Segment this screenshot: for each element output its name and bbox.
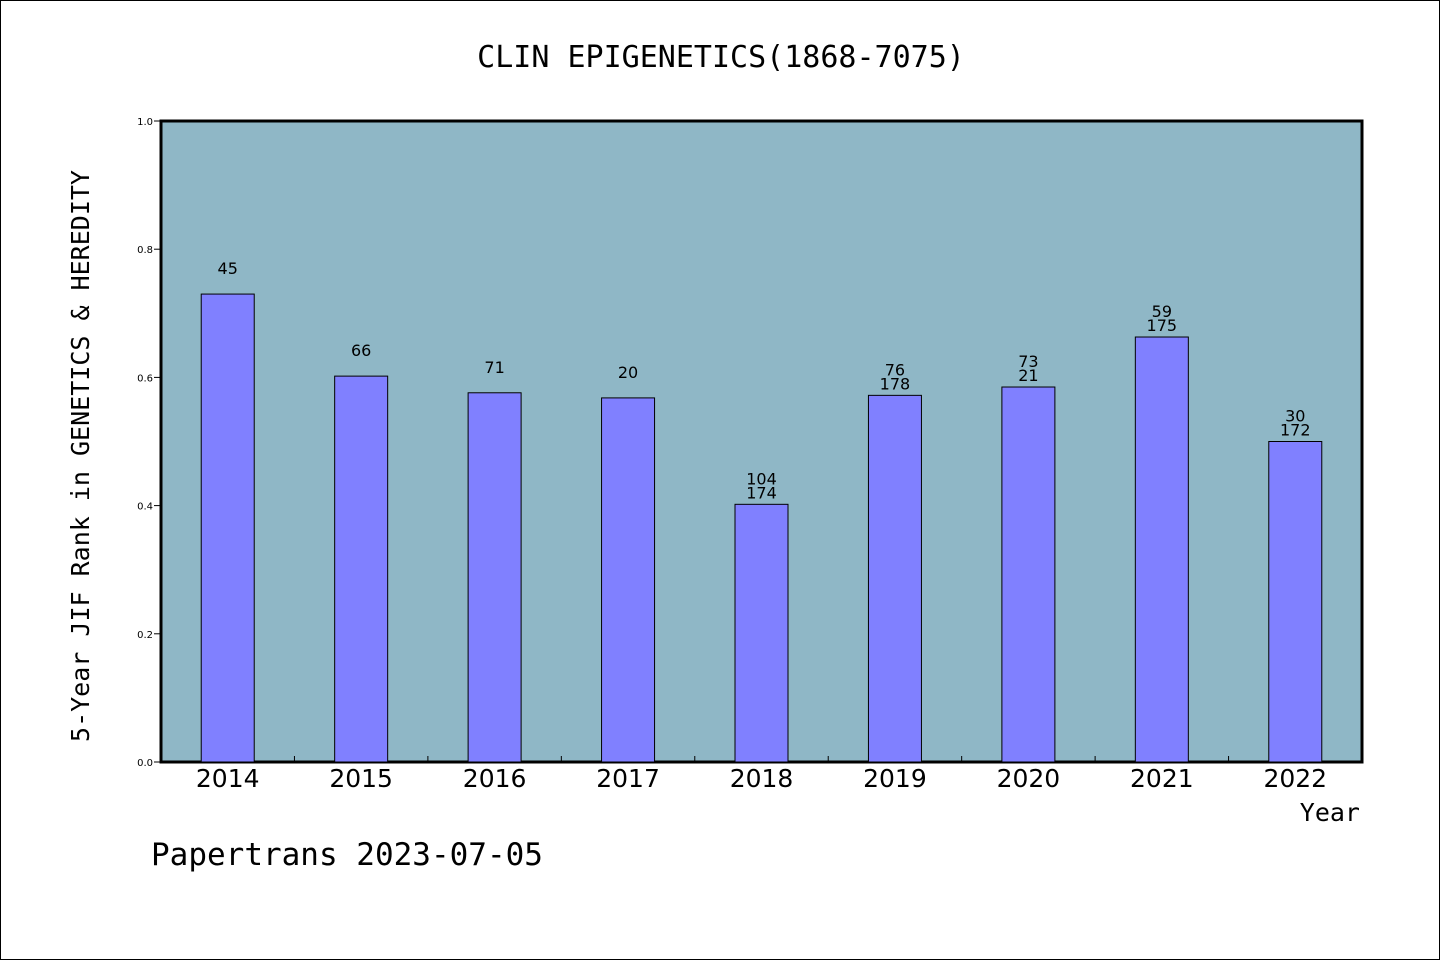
y-axis-label: 5-Year JIF Rank in GENETICS & HEREDITY	[66, 170, 95, 742]
bar	[467, 392, 522, 763]
x-tick-label: 2022	[1263, 764, 1327, 793]
bar	[867, 394, 922, 763]
x-tick-label: 2021	[1130, 764, 1194, 793]
bar	[1268, 441, 1323, 763]
bar-label: 174	[746, 483, 777, 502]
bar	[734, 503, 789, 763]
y-tick-label: 0.4	[137, 502, 153, 513]
x-axis-label: Year	[1300, 798, 1360, 827]
bar-label: 71	[484, 358, 504, 377]
x-tick-label: 2016	[463, 764, 527, 793]
x-tick-label: 2018	[730, 764, 794, 793]
bar	[601, 397, 656, 763]
y-axis: 0.0 0.2 0.4 0.6 0.8 1.0	[137, 117, 161, 769]
bar	[334, 375, 389, 763]
x-axis: 2014 2015 2016 2017 2018 2019 2020 2021 2022	[196, 756, 1327, 793]
bar-label: 76	[885, 360, 905, 379]
bar-series	[200, 293, 1323, 763]
x-tick-label: 2015	[329, 764, 393, 793]
x-tick-label: 2020	[997, 764, 1061, 793]
y-tick-label: 1.0	[137, 117, 153, 128]
bar-label: 172	[1280, 421, 1311, 440]
y-tick-label: 0.2	[137, 630, 153, 641]
bar-label: 59	[1152, 302, 1172, 321]
bar	[1001, 386, 1056, 763]
bar-label: 45	[218, 259, 238, 278]
chart-title: CLIN EPIGENETICS(1868-7075)	[477, 40, 965, 75]
bar-label: 66	[351, 341, 371, 360]
x-tick-label: 2017	[596, 764, 660, 793]
bar-label: 175	[1147, 316, 1178, 335]
y-tick-label: 0.8	[137, 245, 153, 256]
bar-label: 178	[880, 374, 911, 393]
bar-label: 73	[1018, 352, 1038, 371]
bar-label: 104	[746, 469, 777, 488]
bar-label: 20	[618, 363, 638, 382]
bar	[200, 293, 255, 763]
bar	[1134, 336, 1189, 763]
y-tick-label: 0.6	[137, 373, 153, 384]
y-tick-label: 0.0	[137, 758, 153, 769]
x-tick-label: 2019	[863, 764, 927, 793]
bar-label: 30	[1285, 407, 1305, 426]
x-tick-label: 2014	[196, 764, 260, 793]
bar-label: 21	[1018, 366, 1038, 385]
footer-stamp: Papertrans 2023-07-05	[151, 837, 543, 873]
